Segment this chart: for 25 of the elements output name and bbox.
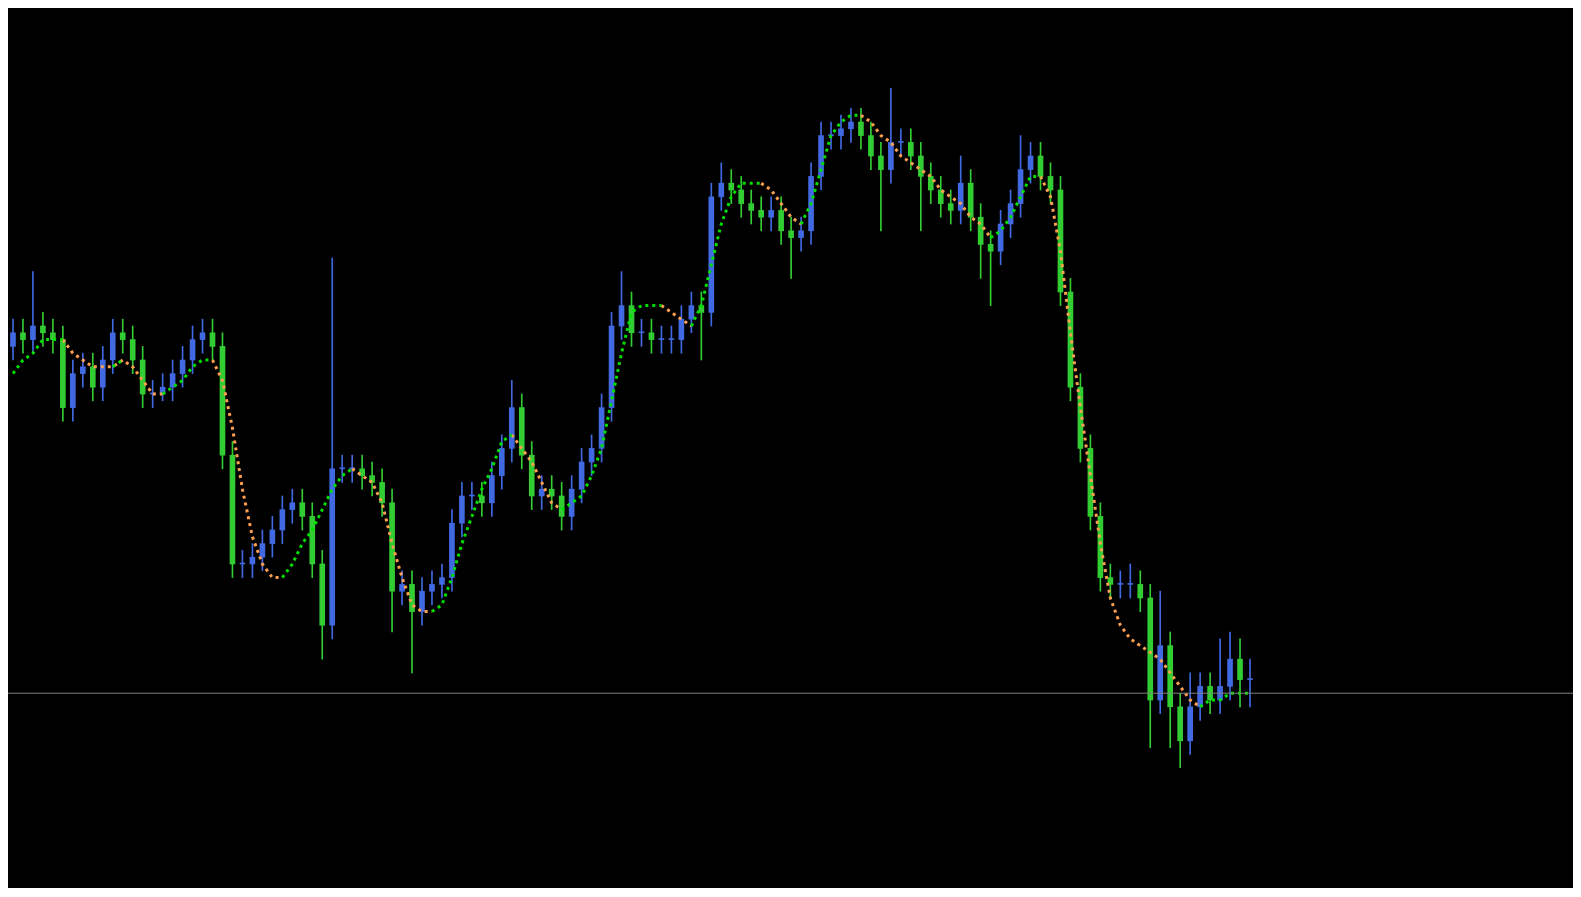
candlestick [758, 196, 765, 232]
candlestick [768, 196, 774, 232]
candlestick [119, 318, 126, 354]
candlestick [40, 312, 46, 347]
candlestick [439, 563, 445, 599]
candlestick [748, 189, 755, 225]
candlestick [20, 318, 26, 354]
candlestick [878, 142, 884, 232]
candlestick [30, 271, 36, 354]
candlestick [1217, 638, 1223, 714]
candlestick [947, 189, 954, 225]
candlestick [289, 488, 296, 524]
candlestick [788, 216, 794, 279]
candlestick [1117, 570, 1124, 599]
candlestick [339, 454, 346, 483]
candlestick [50, 318, 56, 354]
candlestick [848, 108, 854, 143]
candlestick [359, 454, 365, 490]
candlestick [349, 454, 355, 483]
candlestick [917, 142, 924, 232]
candlestick [429, 570, 435, 606]
candlestick [838, 114, 844, 150]
candlestick [1247, 658, 1253, 708]
candlestick [1127, 563, 1134, 599]
candlestick [898, 128, 904, 157]
